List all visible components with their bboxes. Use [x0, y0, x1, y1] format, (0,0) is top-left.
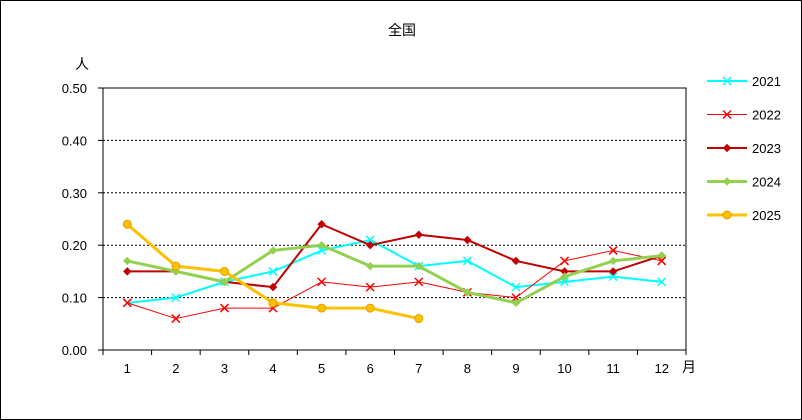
data-point — [268, 246, 278, 255]
x-tick-label: 7 — [415, 361, 422, 376]
data-point — [365, 235, 375, 245]
data-point — [414, 261, 423, 271]
legend-marker — [722, 210, 732, 220]
data-point — [511, 298, 521, 308]
data-point — [414, 277, 424, 287]
legend-marker — [722, 76, 732, 86]
legend-label: 2023 — [752, 141, 781, 156]
legend-label: 2025 — [752, 208, 781, 223]
y-tick-label: 0.10 — [62, 291, 87, 306]
data-point — [123, 256, 132, 266]
series-2022 — [122, 245, 667, 324]
legend-label: 2021 — [752, 74, 781, 89]
data-point — [220, 277, 229, 287]
x-tick-label: 6 — [367, 361, 374, 376]
data-point — [365, 303, 375, 313]
chart-title: 全国 — [388, 22, 416, 38]
plot-area-frame — [102, 87, 687, 351]
data-point — [219, 266, 229, 276]
legend-marker — [722, 109, 732, 120]
legend-marker — [722, 143, 732, 153]
x-tick-label: 2 — [172, 361, 179, 376]
grid-lines — [103, 139, 686, 299]
x-tick-label: 10 — [557, 361, 571, 376]
legend-item-2023: 2023 — [707, 141, 781, 156]
data-point — [122, 298, 132, 308]
data-point — [268, 298, 278, 308]
x-tick-label: 3 — [221, 361, 228, 376]
data-point — [268, 266, 278, 276]
series-lines — [122, 219, 667, 324]
x-tick-label: 4 — [269, 361, 276, 376]
data-point — [608, 272, 618, 282]
data-point — [365, 282, 375, 292]
data-point — [171, 314, 181, 324]
series-line-2022 — [127, 249, 662, 320]
series-line-2024 — [126, 243, 662, 305]
y-tick-label: 0.50 — [62, 81, 87, 96]
legend-label: 2022 — [752, 108, 781, 123]
y-tick-label: 0.30 — [62, 186, 87, 201]
x-tick-label: 5 — [318, 361, 325, 376]
x-axis-ticks: 1 2 3 4 5 6 7 8 9 10 11 12 — [102, 350, 687, 376]
x-tick-label: 8 — [464, 361, 471, 376]
data-point — [317, 220, 326, 229]
legend-marker — [722, 177, 732, 186]
data-point — [123, 267, 132, 276]
data-point — [560, 272, 569, 281]
data-point — [511, 256, 521, 266]
data-point — [657, 251, 666, 260]
x-axis-unit: 月 — [682, 359, 696, 375]
y-axis-ticks: 0.00 0.10 0.20 0.30 0.40 0.50 — [62, 81, 103, 358]
legend-item-2024: 2024 — [707, 175, 781, 190]
y-axis-unit: 人 — [75, 56, 89, 72]
series-line-2021 — [127, 238, 662, 304]
data-point — [560, 256, 570, 266]
x-tick-label: 9 — [512, 361, 519, 376]
data-point — [366, 240, 375, 250]
data-point — [171, 293, 181, 303]
data-point — [171, 261, 181, 271]
data-point — [462, 256, 472, 266]
data-point — [657, 277, 667, 287]
data-point — [317, 240, 326, 250]
data-point — [463, 288, 472, 297]
data-point — [268, 282, 278, 292]
data-point — [317, 277, 327, 287]
data-point — [608, 256, 618, 266]
x-tick-label: 12 — [654, 361, 668, 376]
data-point — [511, 282, 521, 292]
y-tick-label: 0.00 — [62, 343, 87, 358]
x-tick-label: 1 — [124, 361, 131, 376]
legend-item-2022: 2022 — [707, 108, 781, 123]
data-point — [608, 267, 618, 276]
series-2024 — [123, 240, 666, 308]
data-point — [122, 219, 132, 229]
data-point — [657, 256, 667, 266]
legend: 2021 2022 2023 2024 2025 — [707, 74, 781, 223]
y-tick-label: 0.40 — [62, 133, 87, 148]
data-point — [219, 303, 229, 313]
data-point — [608, 245, 618, 255]
data-point — [414, 230, 423, 239]
data-point — [463, 235, 472, 245]
data-point — [317, 303, 327, 313]
legend-item-2021: 2021 — [707, 74, 781, 89]
legend-item-2025: 2025 — [707, 208, 781, 223]
data-point — [414, 314, 424, 324]
series-2025 — [122, 219, 424, 324]
x-tick-label: 11 — [606, 361, 620, 376]
y-tick-label: 0.20 — [62, 238, 87, 253]
data-point — [366, 261, 375, 271]
legend-label: 2024 — [752, 175, 781, 190]
